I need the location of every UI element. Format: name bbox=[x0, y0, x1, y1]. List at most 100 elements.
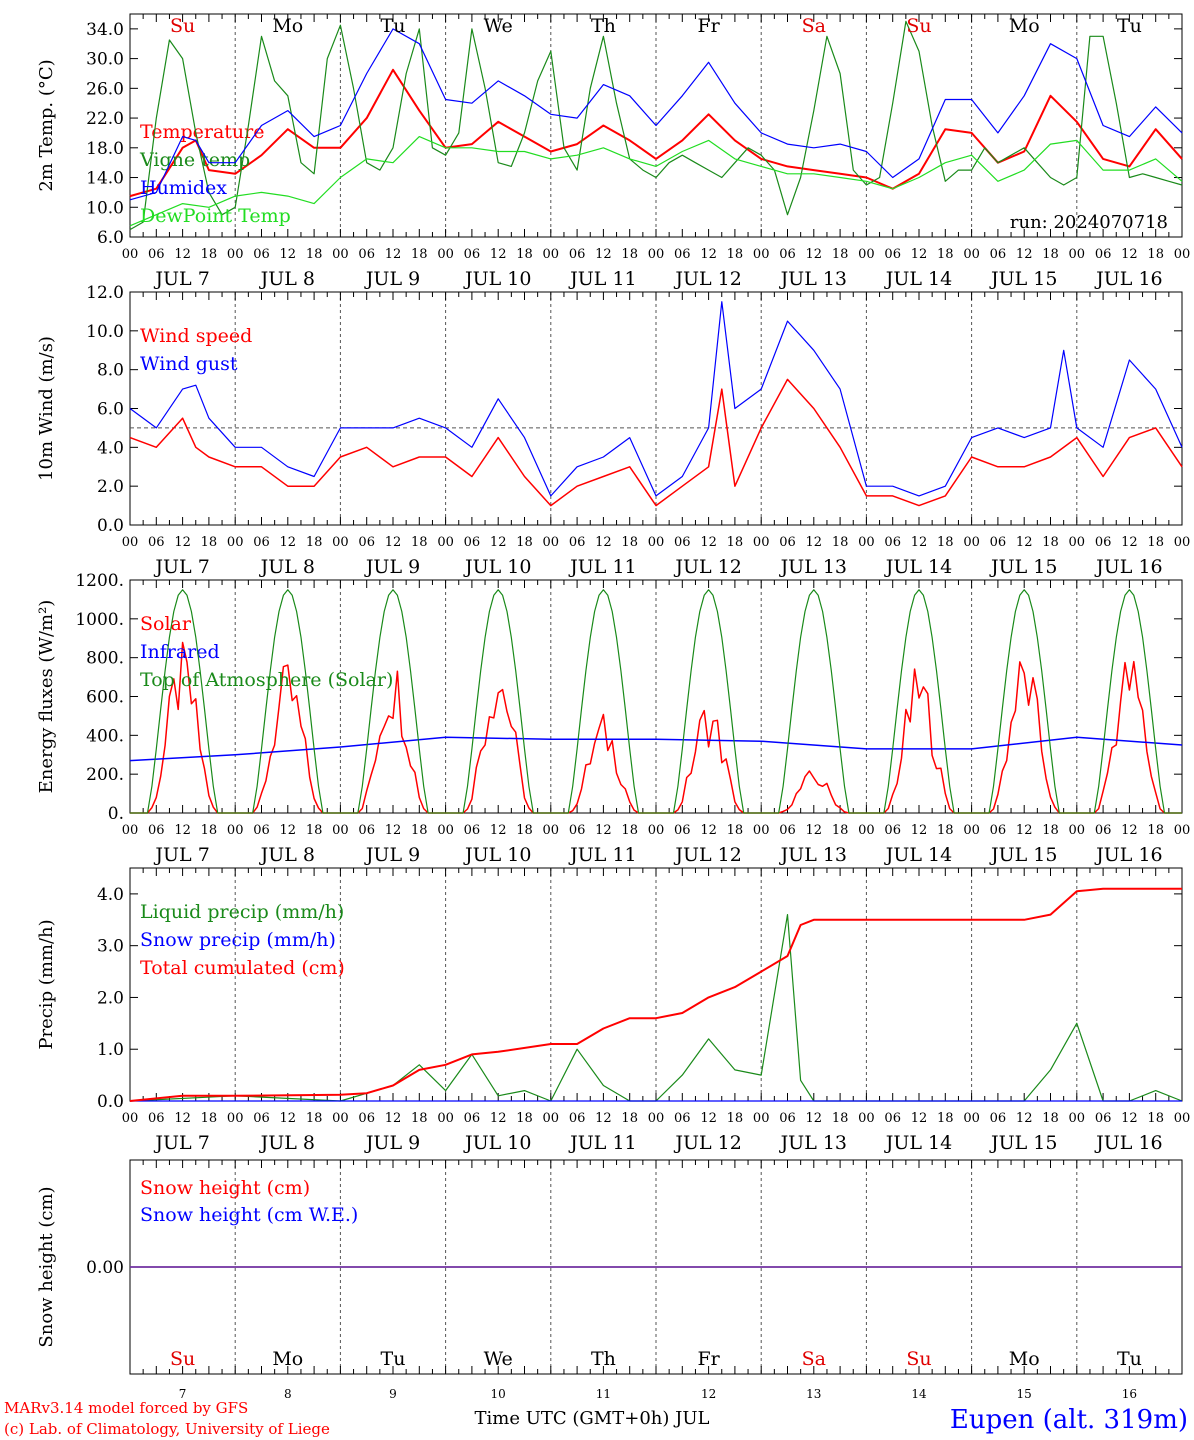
day-number-label: 15 bbox=[1017, 1387, 1032, 1401]
y-axis-label: 2m Temp. (°C) bbox=[36, 59, 57, 191]
hour-tick-label: 12 bbox=[385, 823, 402, 838]
weekday-label: Tu bbox=[1117, 15, 1142, 37]
hour-tick-label: 06 bbox=[990, 1111, 1007, 1126]
hour-tick-label: 00 bbox=[753, 247, 770, 262]
hour-tick-label: 18 bbox=[306, 535, 323, 550]
hour-tick-label: 12 bbox=[280, 535, 297, 550]
hour-tick-label: 18 bbox=[516, 535, 533, 550]
hour-tick-label: 00 bbox=[858, 1111, 875, 1126]
y-tick-label: 0.0 bbox=[97, 1092, 124, 1112]
hour-tick-label: 18 bbox=[516, 247, 533, 262]
hour-tick-label: 00 bbox=[543, 247, 560, 262]
hour-tick-label: 12 bbox=[1121, 247, 1138, 262]
hour-tick-label: 12 bbox=[490, 247, 507, 262]
weekday-label: Mo bbox=[272, 1348, 303, 1370]
date-label: JUL 9 bbox=[364, 268, 420, 290]
hour-tick-label: 18 bbox=[201, 823, 218, 838]
hour-tick-label: 00 bbox=[858, 247, 875, 262]
date-label: JUL 14 bbox=[884, 1132, 952, 1154]
hour-tick-label: 18 bbox=[1147, 535, 1164, 550]
hour-tick-label: 06 bbox=[779, 823, 796, 838]
day-number-label: 16 bbox=[1122, 1387, 1137, 1401]
hour-tick-label: 06 bbox=[569, 1111, 586, 1126]
weekday-label: We bbox=[484, 1348, 513, 1370]
hour-tick-label: 12 bbox=[280, 1111, 297, 1126]
date-label: JUL 14 bbox=[884, 268, 952, 290]
hour-tick-label: 18 bbox=[306, 1111, 323, 1126]
hour-tick-label: 12 bbox=[174, 823, 191, 838]
hour-tick-label: 06 bbox=[990, 247, 1007, 262]
hour-tick-label: 00 bbox=[227, 1111, 244, 1126]
hour-tick-label: 18 bbox=[727, 823, 744, 838]
hour-tick-label: 18 bbox=[937, 823, 954, 838]
hour-tick-label: 18 bbox=[1042, 535, 1059, 550]
hour-tick-label: 12 bbox=[911, 247, 928, 262]
hour-tick-label: 12 bbox=[280, 247, 297, 262]
hour-tick-label: 06 bbox=[464, 535, 481, 550]
hour-tick-label: 00 bbox=[122, 1111, 139, 1126]
hour-tick-label: 18 bbox=[727, 535, 744, 550]
date-label: JUL 12 bbox=[673, 268, 741, 290]
hour-tick-label: 00 bbox=[332, 247, 349, 262]
hour-tick-label: 06 bbox=[1095, 247, 1112, 262]
date-label: JUL 11 bbox=[568, 844, 636, 866]
y-tick-label: 1200. bbox=[75, 571, 124, 591]
hour-tick-label: 06 bbox=[148, 1111, 165, 1126]
legend-entry: Top of Atmosphere (Solar) bbox=[140, 669, 393, 691]
legend-entry: Solar bbox=[140, 613, 192, 635]
hour-tick-label: 12 bbox=[1016, 823, 1033, 838]
y-tick-label: 26.0 bbox=[86, 79, 124, 99]
hour-tick-label: 06 bbox=[464, 1111, 481, 1126]
weekday-label: Th bbox=[591, 1348, 616, 1370]
weekday-label: Fr bbox=[697, 1348, 720, 1370]
hour-tick-label: 00 bbox=[648, 535, 665, 550]
hour-tick-label: 18 bbox=[201, 1111, 218, 1126]
hour-tick-label: 12 bbox=[700, 247, 717, 262]
day-number-label: 7 bbox=[179, 1387, 187, 1401]
hour-tick-label: 12 bbox=[911, 823, 928, 838]
date-label: JUL 9 bbox=[364, 556, 420, 578]
hour-tick-label: 00 bbox=[227, 535, 244, 550]
hour-tick-label: 18 bbox=[1147, 1111, 1164, 1126]
hour-tick-label: 00 bbox=[437, 1111, 454, 1126]
hour-tick-label: 00 bbox=[1174, 1111, 1191, 1126]
day-number-label: 8 bbox=[284, 1387, 292, 1401]
hour-tick-label: 06 bbox=[148, 823, 165, 838]
hour-tick-label: 12 bbox=[490, 823, 507, 838]
hour-tick-label: 12 bbox=[700, 535, 717, 550]
y-tick-label: 400. bbox=[86, 726, 124, 746]
hour-tick-label: 00 bbox=[227, 247, 244, 262]
hour-tick-label: 00 bbox=[963, 823, 980, 838]
y-tick-label: 14.0 bbox=[86, 169, 124, 189]
date-label: JUL 12 bbox=[673, 556, 741, 578]
legend-entry: Total cumulated (cm) bbox=[140, 957, 345, 979]
hour-tick-label: 12 bbox=[490, 535, 507, 550]
hour-tick-label: 12 bbox=[806, 535, 823, 550]
date-label: JUL 11 bbox=[568, 1132, 636, 1154]
y-axis-label: Snow height (cm) bbox=[36, 1186, 57, 1347]
y-axis-label: 10m Wind (m/s) bbox=[36, 336, 57, 481]
y-tick-label: 4.0 bbox=[97, 438, 124, 458]
hour-tick-label: 18 bbox=[1042, 247, 1059, 262]
date-label: JUL 15 bbox=[989, 844, 1057, 866]
hour-tick-label: 18 bbox=[832, 535, 849, 550]
date-label: JUL 10 bbox=[463, 556, 531, 578]
hour-tick-label: 12 bbox=[911, 535, 928, 550]
hour-tick-label: 18 bbox=[937, 247, 954, 262]
hour-tick-label: 06 bbox=[779, 535, 796, 550]
hour-tick-label: 00 bbox=[963, 1111, 980, 1126]
date-label: JUL 15 bbox=[989, 1132, 1057, 1154]
hour-tick-label: 12 bbox=[174, 535, 191, 550]
panel-energy: 0. 200. 400. 600. 800. 1000. 1200. Energy fluxe… bbox=[36, 571, 1190, 866]
date-label: JUL 13 bbox=[779, 268, 847, 290]
date-label: JUL 16 bbox=[1094, 844, 1162, 866]
panel-temperature: 6.0 10.0 14.0 18.0 22.0 26.0 30.0 34.0 2m Temp. … bbox=[36, 13, 1190, 290]
day-number-label: 9 bbox=[389, 1387, 397, 1401]
hour-tick-label: 12 bbox=[490, 1111, 507, 1126]
hour-tick-label: 18 bbox=[727, 1111, 744, 1126]
series-line-total-cumulated-cm- bbox=[129, 887, 1182, 1102]
hour-tick-label: 00 bbox=[963, 247, 980, 262]
y-tick-label: 2.0 bbox=[97, 477, 124, 497]
date-label: JUL 15 bbox=[989, 556, 1057, 578]
weekday-label: Mo bbox=[272, 15, 303, 37]
